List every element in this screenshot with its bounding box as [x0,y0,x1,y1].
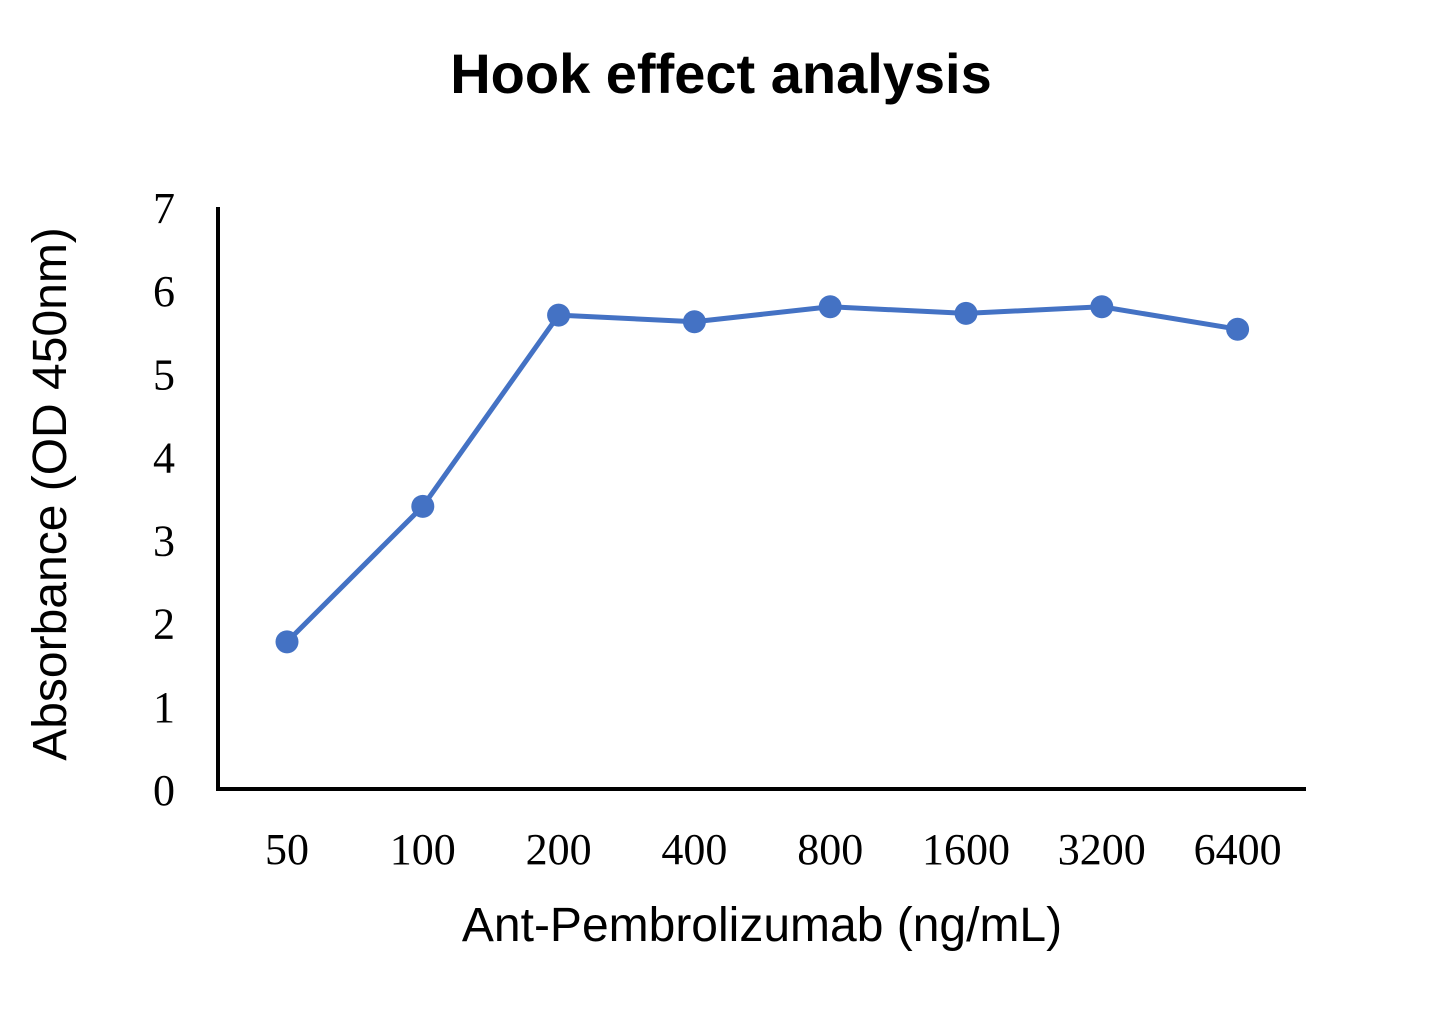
data-point [547,303,571,327]
chart-title: Hook effect analysis [450,42,992,105]
y-tick-label: 0 [153,766,175,815]
plot-area: 0 1 2 3 4 5 6 7 50 100 200 400 800 1600 3200 6400 [153,184,1306,874]
y-tick-labels: 0 1 2 3 4 5 6 7 [153,184,175,815]
y-tick-label: 6 [153,267,175,316]
x-axis-label: Ant-Pembrolizumab (ng/mL) [462,899,1062,952]
y-tick-label: 3 [153,517,175,566]
x-tick-label: 50 [265,825,309,874]
series-points [275,295,1250,654]
series-line [284,304,1241,645]
data-point [411,494,435,518]
series-lines [284,304,1241,645]
x-tick-label: 400 [661,825,727,874]
data-point [954,301,978,325]
y-tick-label: 7 [153,184,175,233]
data-point [818,295,842,319]
data-point [682,310,706,334]
x-tick-label: 1600 [922,825,1010,874]
y-tick-label: 2 [153,600,175,649]
y-tick-label: 5 [153,350,175,399]
y-tick-label: 1 [153,683,175,732]
x-tick-label: 3200 [1058,825,1146,874]
data-point [1090,295,1114,319]
x-tick-label: 200 [526,825,592,874]
y-axis-label: Absorbance (OD 450nm) [24,227,77,761]
x-tick-label: 6400 [1194,825,1282,874]
x-tick-labels: 50 100 200 400 800 1600 3200 6400 [265,825,1282,874]
data-point [1226,317,1250,341]
y-tick-label: 4 [153,433,175,482]
x-tick-label: 100 [390,825,456,874]
x-tick-label: 800 [797,825,863,874]
data-point [275,630,299,654]
